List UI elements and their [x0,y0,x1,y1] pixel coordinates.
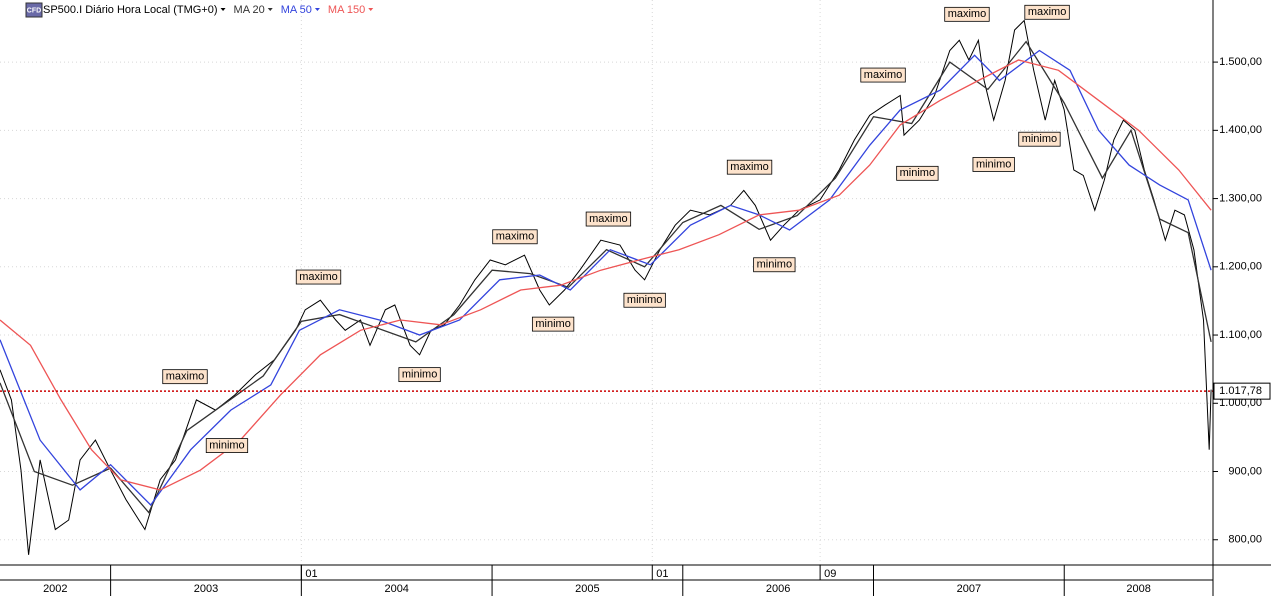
annotation: maximo [295,269,342,285]
y-tick-label: 1.500,00 [1219,56,1262,68]
series-line [0,49,1212,507]
annotation-box [896,165,939,181]
y-tick-label: 800,00 [1228,534,1262,546]
annotation-label: maximo [166,371,205,383]
annotation: maximo [162,369,208,385]
annotation-label: minimo [209,439,244,451]
annotation: minimo [531,316,575,332]
series-line [0,40,1212,514]
annotation-label: minimo [900,167,935,179]
y-tick-label: 1.000,00 [1219,397,1262,409]
annotation-box [1024,4,1070,20]
y-tick-label: 1.400,00 [1219,124,1262,136]
annotation: minimo [205,438,249,453]
x-tick-label: 2005 [575,583,599,595]
instrument-icon-label: CFD [27,7,41,14]
annotation: minimo [1018,131,1061,147]
annotation-box [585,211,632,227]
annotation: maximo [726,159,773,175]
annotation-box [726,159,773,175]
top-mark-label: 01 [656,568,668,580]
annotation-box [531,316,575,332]
annotation: maximo [585,211,632,227]
annotation: minimo [753,257,796,273]
top-mark-label: 01 [305,568,317,580]
last-price-box [1213,382,1271,400]
legend-label[interactable]: MA 150 [328,4,365,16]
annotation-label: minimo [757,259,792,271]
series-line [0,59,1212,491]
y-tick-label: 1.200,00 [1219,261,1262,273]
annotation-box [295,269,342,285]
legend-dropdown [267,8,273,11]
annotation-label: minimo [535,318,570,330]
x-tick-label: 2007 [957,583,981,595]
instrument-icon [25,2,43,18]
y-tick-label: 1.300,00 [1219,192,1262,204]
annotation-label: minimo [976,158,1011,170]
annotation-box [398,367,441,383]
annotation-box [1018,131,1061,147]
annotation: maximo [944,6,990,22]
y-tick-label: 1.100,00 [1219,329,1262,341]
annotation-box [944,6,990,22]
x-tick-label: 2004 [384,583,408,595]
legend-dropdown [220,8,226,11]
annotation-box [623,292,666,308]
annotation-box [860,67,906,83]
annotation-label: maximo [496,231,535,243]
annotation-label: maximo [299,271,338,283]
legend-label[interactable]: MA 50 [281,4,312,16]
legend-label[interactable]: SP500.I Diário Hora Local (TMG+0) [43,4,218,16]
legend-label[interactable]: MA 20 [234,4,265,16]
annotation-label: maximo [948,8,987,20]
annotation-label: minimo [402,369,437,381]
annotation: maximo [860,67,906,83]
annotation: minimo [896,165,939,181]
annotation-box [162,369,208,385]
annotation-label: maximo [864,69,903,81]
x-tick-label: 2003 [194,583,218,595]
annotation-label: maximo [1028,6,1067,18]
x-tick-label: 2002 [43,583,67,595]
annotation: minimo [972,157,1015,172]
annotation-label: maximo [589,213,628,225]
annotation: maximo [492,229,538,245]
annotation-box [753,257,796,273]
annotation-box [492,229,538,245]
x-tick-label: 2006 [766,583,790,595]
annotation-box [205,438,249,453]
annotation-label: minimo [627,294,662,306]
annotation: maximo [1024,4,1070,20]
annotation: minimo [398,367,441,383]
annotation-box [972,157,1015,172]
annotation: minimo [623,292,666,308]
annotation-label: minimo [1022,133,1057,145]
legend-dropdown [314,8,320,11]
legend-dropdown [368,8,374,11]
y-tick-label: 900,00 [1228,465,1262,477]
last-price-label: 1.017,78 [1219,385,1262,397]
top-mark-label: 09 [824,568,836,580]
x-tick-label: 2008 [1126,583,1150,595]
annotation-label: maximo [730,161,769,173]
